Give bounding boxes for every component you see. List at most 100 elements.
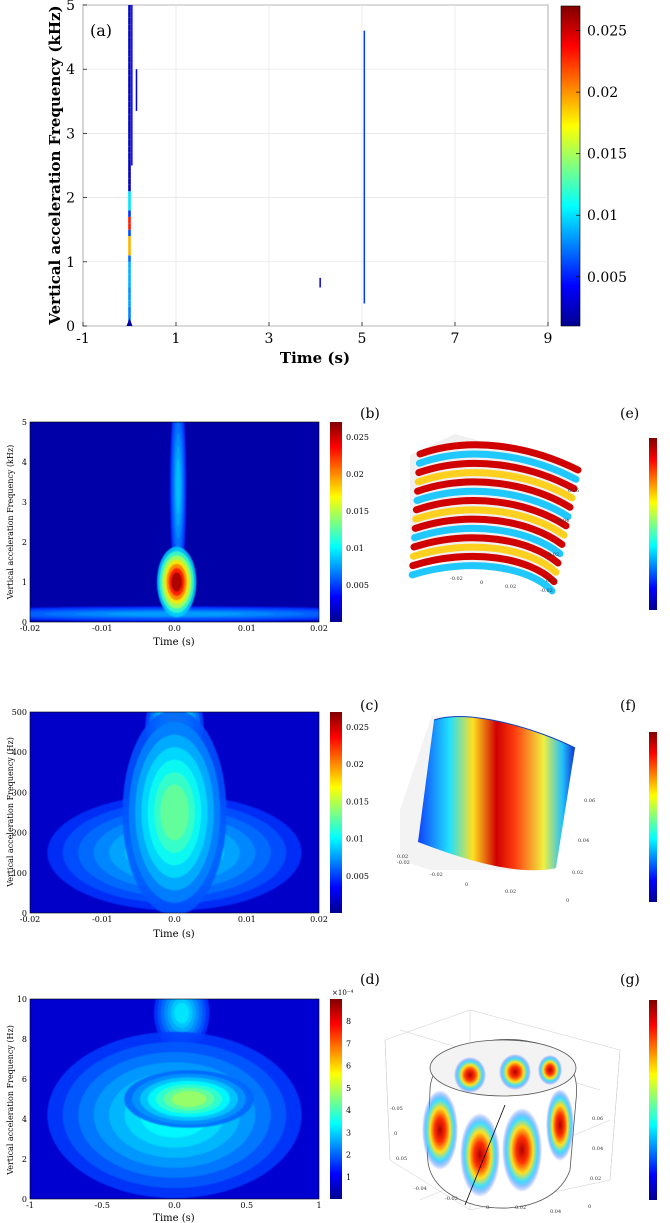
x-tick-label: 1 [172, 331, 181, 347]
colorbar-tick-label: 6 [346, 1062, 351, 1071]
y-tick-label: 3 [22, 498, 27, 507]
y-tick-label: 100 [12, 869, 27, 878]
spectrum-segment [128, 178, 131, 185]
y-tick-label: 300 [12, 788, 27, 797]
spectrum-segment [128, 159, 131, 166]
y-tick-label: 500 [12, 708, 27, 717]
spectrum-segment [128, 5, 131, 12]
spectrum-segment [128, 306, 131, 314]
spectrum-segment [128, 261, 131, 269]
spectrum-segment [128, 313, 131, 320]
spectrum-segment [128, 114, 131, 121]
gridlines-a [82, 4, 549, 327]
spectrum-segment [128, 139, 131, 147]
svg-text:0.02: 0.02 [505, 584, 516, 590]
spectrum-segment [128, 287, 131, 294]
mode-lobe [422, 1090, 458, 1170]
spectrum-segment [128, 11, 131, 18]
svg-text:0.04: 0.04 [558, 518, 569, 524]
spectrum-segment [128, 171, 131, 179]
panel-c: -0.02 -0.01 0.0 0.01 0.02 0 100 200 300 400 500 (c… [6, 698, 379, 940]
spectrum-segment [128, 24, 131, 31]
axis-ticks-e: 0.06 0.04 0.02 -0.02 0 0.02 -0.02 0.02 [450, 488, 579, 594]
mode-lobe [502, 1108, 542, 1192]
mode-band [413, 487, 572, 520]
y-tick-label: 400 [12, 748, 27, 757]
mode-lobe [454, 1057, 486, 1093]
mode-band [416, 441, 582, 474]
x-tick-label: 0.0 [168, 624, 181, 633]
spectrum-segment [128, 75, 131, 83]
x-tick-label: 0.02 [310, 624, 328, 633]
spectrum-segment [128, 204, 131, 211]
svg-text:0: 0 [480, 580, 483, 586]
svg-text:0.02: 0.02 [505, 889, 516, 895]
heat-contour [171, 572, 183, 592]
panel-label-g: (g) [620, 972, 640, 988]
axis-ticks-f: 0.02 -0.02 -0.02 0 0.02 0.06 0.04 0.02 0 [397, 798, 595, 904]
svg-text:0.02: 0.02 [546, 578, 557, 584]
svg-text:-0.05: -0.05 [390, 1106, 403, 1112]
heat-blobs-c [47, 712, 302, 913]
colorbar-tick-label: 0.005 [346, 581, 369, 590]
colorbar-tick-label: 0.025 [587, 24, 627, 40]
svg-text:0.04: 0.04 [578, 838, 589, 844]
y-tick-label: 4 [22, 458, 27, 467]
svg-text:0: 0 [486, 1205, 489, 1211]
x-tick-label: 5 [358, 331, 367, 347]
colorbar-exponent-d: ×10⁻⁴ [332, 989, 353, 997]
spectrum-segment [128, 101, 131, 108]
x-tick-label: 0.02 [310, 915, 328, 924]
spectrum-segment [128, 120, 131, 127]
spectrum-segment [128, 184, 131, 192]
spectrum-segment [128, 248, 131, 256]
svg-text:0.02: 0.02 [397, 854, 408, 860]
colorbar-tick-label: 0.015 [587, 147, 627, 163]
mode-band [414, 469, 576, 502]
y-tick-label: 5 [66, 0, 75, 14]
spectrum-segment [128, 300, 131, 307]
colorbar-tick-label: 3 [346, 1128, 351, 1137]
y-tick-label: 0 [22, 909, 27, 918]
x-tick-label: 1 [316, 1201, 321, 1210]
mode-lobe [546, 1089, 574, 1161]
colorbar-tick-label: 0.01 [346, 835, 364, 844]
colorbar-f [649, 732, 657, 902]
mode-band [411, 515, 566, 548]
svg-text:-0.04: -0.04 [414, 1186, 427, 1192]
x-tick-label: -1 [26, 1201, 34, 1210]
colorbar-ticks-a: 0.005 0.01 0.015 0.02 0.025 [576, 24, 627, 286]
spectrum-segment [128, 268, 131, 275]
svg-text:-0.02: -0.02 [397, 860, 410, 866]
x-tick-label: 0.0 [168, 1201, 181, 1210]
axis-ticks-a: -1 1 3 5 7 9 0 1 2 3 4 5 [66, 0, 552, 347]
x-tick-label: 0.01 [238, 915, 256, 924]
colorbar-ticks-b: 0.005 0.01 0.015 0.02 0.025 [346, 433, 369, 590]
spectrum-segment [128, 152, 131, 160]
heat-contour [175, 458, 181, 514]
panel-label-c: (c) [360, 698, 379, 714]
x-tick-label: -0.02 [20, 915, 41, 924]
svg-text:0.06: 0.06 [592, 1116, 603, 1122]
svg-text:-0.02: -0.02 [430, 872, 443, 878]
svg-text:0.04: 0.04 [550, 1209, 561, 1215]
spectrum-segment [128, 88, 131, 95]
y-tick-label: 0 [66, 319, 75, 335]
x-tick-label: -0.01 [92, 624, 113, 633]
colorbar-tick-label: 1 [346, 1173, 351, 1182]
spectrum-segment [128, 242, 131, 249]
colorbar-tick-label: 0.02 [587, 85, 618, 101]
svg-text:0.06: 0.06 [584, 798, 595, 804]
heat-contour [160, 784, 189, 841]
svg-text:0.02: 0.02 [572, 870, 583, 876]
mode-band [408, 562, 556, 595]
svg-text:0.02: 0.02 [590, 1176, 601, 1182]
y-axis-label-b: Vertical acceleration Frequency (kHz) [6, 445, 15, 600]
shell-mode-f [400, 715, 576, 871]
panel-label-f: (f) [620, 698, 636, 714]
svg-text:0.05: 0.05 [396, 1156, 407, 1162]
y-tick-label: 0 [22, 618, 27, 627]
y-tick-label: 6 [22, 1075, 27, 1084]
colorbar-tick-label: 2 [346, 1151, 351, 1160]
